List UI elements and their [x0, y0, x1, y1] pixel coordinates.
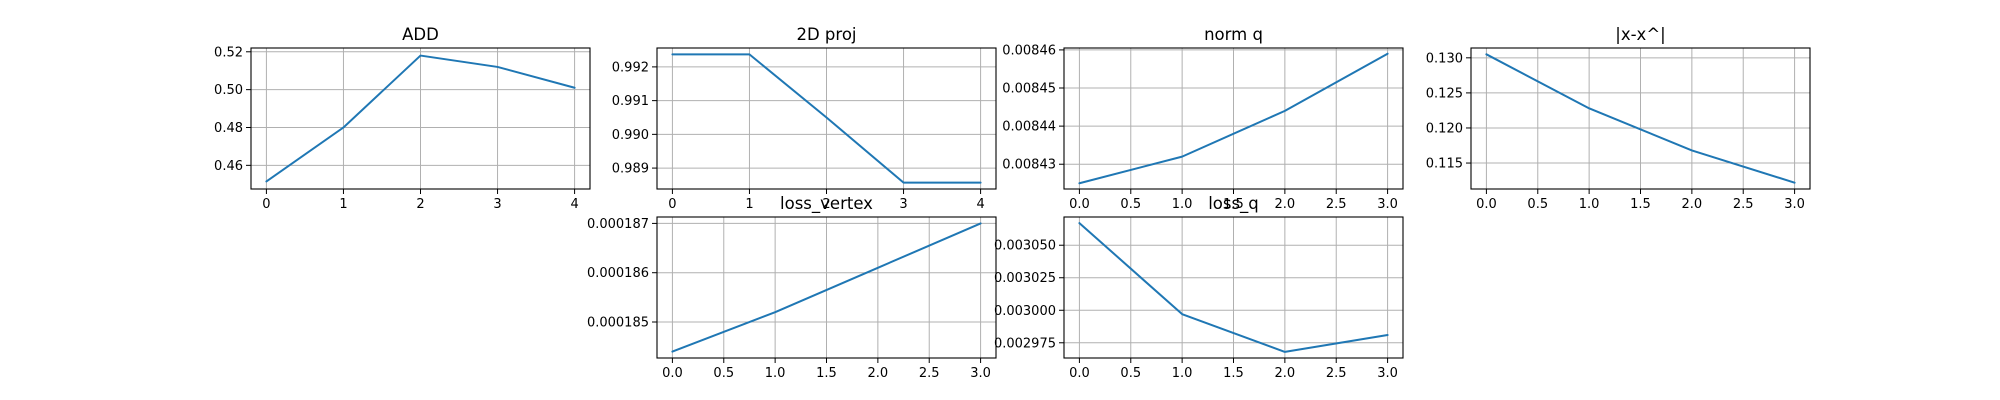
chart-title: ADD — [402, 25, 439, 44]
x-tick-label: 0.5 — [1527, 197, 1548, 212]
x-tick-label: 2.5 — [1733, 197, 1754, 212]
subplot-2: 0 1 2 3 4 0.989 0.990 0.991 0.992 2D proj — [612, 25, 997, 212]
y-tick-label: 0.46 — [214, 159, 243, 174]
y-tick-label: 0.48 — [214, 121, 243, 136]
y-tick-label: 0.00846 — [1002, 43, 1056, 58]
x-tick-label: 1.5 — [1630, 197, 1651, 212]
x-tick-label: 3.0 — [1377, 197, 1398, 212]
y-tick-label: 0.120 — [1426, 121, 1463, 136]
x-tick-label: 1.0 — [1172, 366, 1193, 381]
x-tick-label: 3 — [899, 197, 907, 212]
chart-title: loss_vertex — [780, 194, 873, 214]
x-tick-label: 2.5 — [1326, 197, 1347, 212]
subplot-6: 0.0 0.5 1.0 1.5 2.0 2.5 3.0 0.002975 0.003000 0.0… — [994, 194, 1404, 381]
chart-title: loss_q — [1208, 194, 1259, 214]
y-tick-label: 0.00843 — [1002, 158, 1056, 173]
x-tick-label: 0.5 — [1120, 366, 1141, 381]
y-tick-label: 0.125 — [1426, 86, 1463, 101]
chart-title: |x-x^| — [1615, 25, 1665, 44]
subplot-5: 0.0 0.5 1.0 1.5 2.0 2.5 3.0 0.000185 0.000186 0.0… — [587, 194, 997, 381]
y-tick-label: 0.003000 — [994, 304, 1056, 319]
chart-title: 2D proj — [796, 25, 856, 44]
x-tick-label: 2.0 — [1682, 197, 1703, 212]
y-tick-label: 0.000185 — [587, 316, 649, 331]
x-tick-label: 2.0 — [1275, 197, 1296, 212]
x-tick-label: 0.0 — [1476, 197, 1497, 212]
x-tick-label: 1 — [745, 197, 753, 212]
x-tick-label: 1 — [339, 197, 347, 212]
series-line — [671, 53, 982, 184]
x-tick-label: 3 — [493, 197, 501, 212]
y-tick-label: 0.52 — [214, 45, 243, 60]
x-tick-label: 3.0 — [1784, 197, 1805, 212]
series-line — [1485, 53, 1796, 184]
subplot-1: 0 1 2 3 4 0.46 0.48 0.50 0.52 ADD — [214, 25, 591, 212]
x-tick-label: 2 — [822, 197, 830, 212]
x-tick-label: 1.0 — [765, 366, 786, 381]
x-tick-label: 1.0 — [1172, 197, 1193, 212]
x-tick-label: 2.0 — [868, 366, 889, 381]
y-tick-label: 0.00844 — [1002, 120, 1056, 135]
x-tick-label: 0.0 — [1069, 197, 1090, 212]
x-tick-label: 0.0 — [1069, 366, 1090, 381]
x-tick-label: 2 — [416, 197, 424, 212]
x-tick-label: 1.5 — [1223, 366, 1244, 381]
x-tick-label: 1.0 — [1579, 197, 1600, 212]
series-line — [265, 54, 576, 183]
x-tick-label: 0.0 — [662, 366, 683, 381]
series-line — [1078, 222, 1389, 353]
y-tick-label: 0.003050 — [994, 239, 1056, 254]
subplot-4: 0.0 0.5 1.0 1.5 2.0 2.5 3.0 0.115 0.120 0.125 0.13… — [1426, 25, 1811, 212]
series-line — [671, 222, 982, 353]
y-tick-label: 0.000187 — [587, 217, 649, 232]
x-tick-label: 3.0 — [1377, 366, 1398, 381]
x-tick-label: 3.0 — [970, 366, 991, 381]
y-tick-label: 0.989 — [612, 162, 649, 177]
y-tick-label: 0.003025 — [994, 271, 1056, 286]
x-tick-label: 1.5 — [816, 366, 837, 381]
x-tick-label: 1.5 — [1223, 197, 1244, 212]
x-tick-label: 4 — [570, 197, 578, 212]
y-tick-label: 0.50 — [214, 83, 243, 98]
series-line — [1078, 52, 1389, 185]
y-tick-label: 0.002975 — [994, 336, 1056, 351]
x-tick-label: 0.5 — [713, 366, 734, 381]
chart-title: norm q — [1204, 25, 1263, 44]
y-tick-label: 0.991 — [612, 94, 649, 109]
x-tick-label: 4 — [976, 197, 984, 212]
y-tick-label: 0.130 — [1426, 51, 1463, 66]
x-tick-label: 2.0 — [1275, 366, 1296, 381]
x-tick-label: 0 — [668, 197, 676, 212]
x-tick-label: 0.5 — [1120, 197, 1141, 212]
x-tick-label: 0 — [262, 197, 270, 212]
subplot-3: 0.0 0.5 1.0 1.5 2.0 2.5 3.0 0.00843 0.00844 0.008… — [1002, 25, 1404, 212]
y-tick-label: 0.990 — [612, 128, 649, 143]
x-tick-label: 2.5 — [1326, 366, 1347, 381]
y-tick-label: 0.000186 — [587, 266, 649, 281]
y-tick-label: 0.115 — [1426, 157, 1463, 172]
x-tick-label: 2.5 — [919, 366, 940, 381]
y-tick-label: 0.992 — [612, 60, 649, 75]
y-tick-label: 0.00845 — [1002, 82, 1056, 97]
